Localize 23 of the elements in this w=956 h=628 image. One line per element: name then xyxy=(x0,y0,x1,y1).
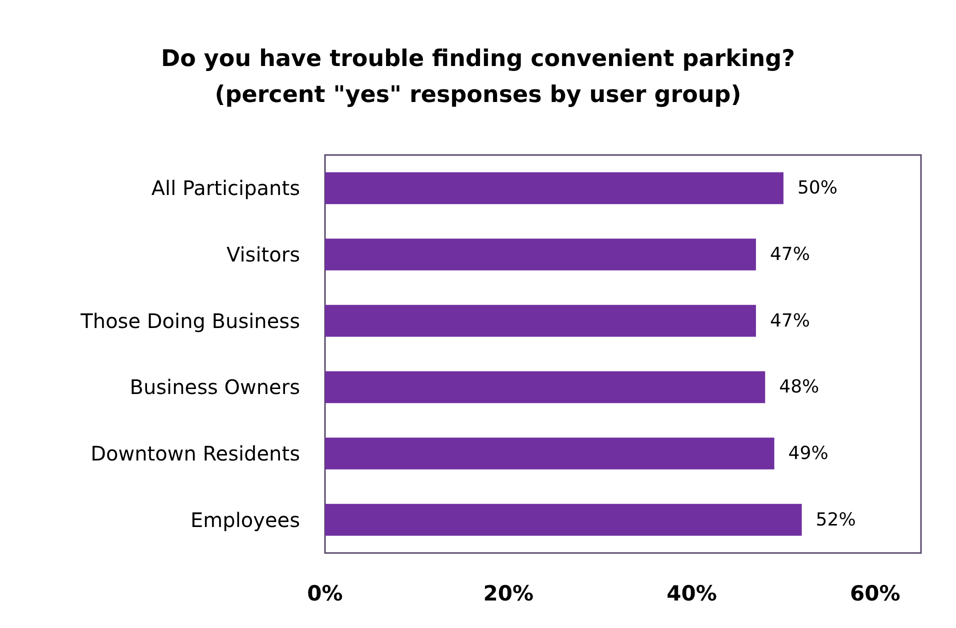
y-tick-label: Downtown Residents xyxy=(90,442,300,466)
bar xyxy=(325,504,802,536)
y-tick-label: Those Doing Business xyxy=(80,308,300,333)
data-label: 50% xyxy=(797,178,838,199)
bar xyxy=(325,438,774,470)
data-label: 52% xyxy=(816,509,856,530)
y-tick-label: Visitors xyxy=(226,242,300,266)
bar xyxy=(325,238,756,270)
bar xyxy=(325,304,756,337)
y-tick-label: Employees xyxy=(190,508,300,532)
x-tick-label: 20% xyxy=(483,582,534,606)
data-label: 48% xyxy=(779,376,820,398)
x-tick-label: 40% xyxy=(666,582,717,606)
y-tick-label: Business Owners xyxy=(130,375,300,400)
y-tick-label: All Participants xyxy=(151,176,300,200)
data-label: 49% xyxy=(788,443,828,464)
bar xyxy=(325,371,766,404)
x-tick-label: 60% xyxy=(850,582,900,606)
data-label: 47% xyxy=(770,244,810,265)
chart-title: Do you have trouble finding convenient parking? (percent "yes" responses by user group) xyxy=(161,46,795,108)
bar xyxy=(325,172,784,204)
data-label: 47% xyxy=(770,310,810,332)
x-tick-label: 0% xyxy=(307,582,343,606)
